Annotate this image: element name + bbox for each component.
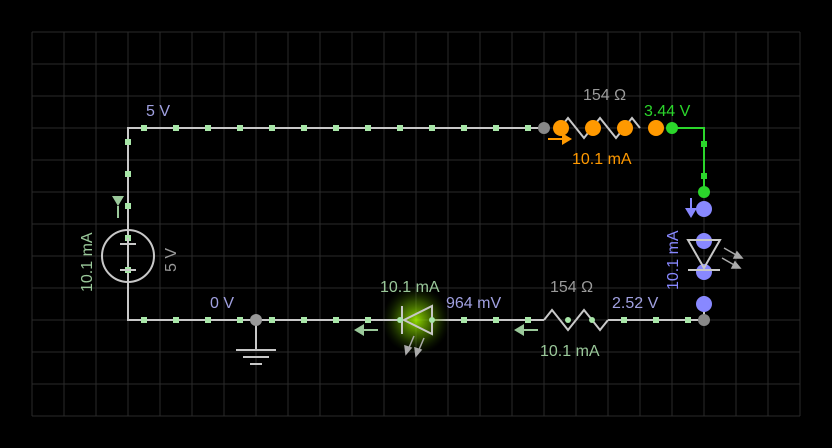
wire-node-dot [173, 125, 179, 131]
top-right-voltage-label: 3.44 V [644, 103, 691, 120]
green-led-current-label: 10.1 mA [380, 279, 440, 296]
wire-node-dots [125, 125, 707, 323]
wire-node-dot [701, 141, 707, 147]
source-current-label: 10.1 mA [79, 232, 96, 292]
bottom-resistor-icon[interactable] [543, 308, 609, 332]
blue-led-current-arrow-icon [685, 198, 697, 218]
bottom-resistor-current-arrow-icon [514, 324, 538, 336]
ground-icon[interactable] [236, 314, 276, 365]
green-led-voltage-label: 964 mV [446, 295, 501, 312]
wire-node-dot [525, 317, 531, 323]
source-voltage-label: 5 V [163, 248, 180, 272]
bottom-resistor-current-label: 10.1 mA [540, 343, 600, 360]
wire-node-dot [333, 317, 339, 323]
wire-node-dot [237, 125, 243, 131]
blue-led-current-label: 10.1 mA [665, 230, 682, 290]
wire-node-dot [397, 125, 403, 131]
ground-voltage-label: 0 V [210, 295, 234, 312]
wire-node-dot [685, 317, 691, 323]
green-led-icon[interactable] [382, 286, 450, 358]
wire-node-dot [493, 317, 499, 323]
wire-node-dot [461, 125, 467, 131]
wire-node-dot [621, 317, 627, 323]
wire-node-dot [301, 317, 307, 323]
green-led-current-arrow-icon [354, 324, 378, 336]
top-resistor-current-arrow-icon [548, 133, 572, 145]
wire-node-dot [141, 125, 147, 131]
blue-led-icon[interactable] [686, 186, 744, 326]
wire-node-dot [269, 125, 275, 131]
wire-node-dot [125, 203, 131, 209]
wire-node-dot [333, 125, 339, 131]
wire-node-dot [141, 317, 147, 323]
wire-node-dot [205, 125, 211, 131]
wire-node-dot [701, 173, 707, 179]
top-resistor-value-label: 154 Ω [583, 87, 626, 104]
bottom-resistor-value-label: 154 Ω [550, 279, 593, 296]
wire-node-dot [525, 125, 531, 131]
source-current-arrow-icon [112, 196, 124, 218]
wire-node-dot [125, 171, 131, 177]
wire-node-dot [429, 125, 435, 131]
wire-node-dot [301, 125, 307, 131]
bottom-right-voltage-label: 2.52 V [612, 295, 659, 312]
wire-node-dot [365, 317, 371, 323]
wire-node-dot [125, 139, 131, 145]
wire-node-dot [269, 317, 275, 323]
grid [31, 31, 801, 417]
wire-node-dot [461, 317, 467, 323]
top-resistor-current-label: 10.1 mA [572, 151, 632, 168]
wire-node-dot [237, 317, 243, 323]
wire-node-dot [205, 317, 211, 323]
wire-node-dot [493, 125, 499, 131]
wire-node-dot [653, 317, 659, 323]
wire-node-dot [173, 317, 179, 323]
top-resistor-icon[interactable] [538, 116, 678, 140]
wire-node-dot [365, 125, 371, 131]
top-left-voltage-label: 5 V [146, 103, 170, 120]
voltage-source-icon[interactable] [101, 224, 155, 288]
